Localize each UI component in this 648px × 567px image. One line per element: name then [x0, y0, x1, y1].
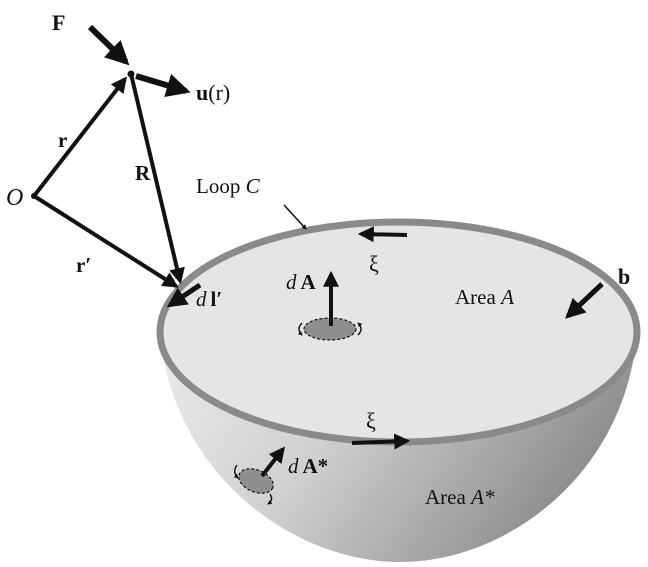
force-arrow [87, 24, 130, 66]
dA-star-circulation [233, 464, 239, 479]
area-a-star-text: Area [425, 485, 471, 509]
area-a-text: Area [455, 285, 501, 309]
dA-circulation-right [357, 322, 363, 336]
force-label: F [52, 10, 65, 35]
area-a-star-label: Area A* [425, 485, 495, 509]
origin-point [31, 193, 37, 199]
dl-prime-label: d l′ [196, 287, 222, 311]
field-point [127, 70, 135, 78]
dA-circulation [297, 322, 303, 336]
area-a-letter: A [499, 285, 514, 309]
dl-d: d [196, 287, 207, 311]
origin-label: O [6, 185, 23, 211]
dl-prime-arrow [166, 282, 202, 308]
r-prime-vector [32, 194, 179, 288]
R-label: R [135, 161, 151, 185]
dA-star-circulation-right [267, 493, 273, 505]
burgers-vector-arrow [565, 282, 604, 319]
xi-arrow-top [357, 226, 408, 243]
u-of-r-label: u(r) [196, 80, 230, 105]
dl-l: l′ [211, 287, 223, 311]
dA-star-label: d A* [288, 454, 328, 478]
u-label: u [196, 80, 208, 105]
loop-text: Loop [196, 174, 246, 198]
xi-arrow-bottom [351, 433, 411, 450]
dA-d: d [286, 270, 297, 294]
xi-top-label: ξ [369, 251, 379, 276]
area-a-star-letter: A* [469, 485, 495, 509]
burgers-label: b [618, 264, 630, 289]
dA-A: A [301, 270, 317, 294]
loop-pointer [283, 204, 307, 230]
R-vector [129, 73, 185, 285]
area-a-label: Area A [455, 285, 514, 309]
dA-star-d: d [288, 454, 299, 478]
u-arg-label: (r) [208, 80, 230, 105]
loop-c-label: Loop C [196, 174, 261, 198]
r-prime-label: r′ [76, 253, 91, 277]
u-displacement-arrow [135, 73, 191, 97]
dA-star-A: A* [303, 454, 329, 478]
r-label: r [58, 128, 67, 152]
xi-bottom-label: ξ [366, 408, 376, 433]
loop-letter: C [246, 174, 261, 198]
r-vector [32, 76, 127, 198]
area-a-surface [156, 218, 641, 446]
dA-star-normal-arrow [260, 446, 285, 478]
